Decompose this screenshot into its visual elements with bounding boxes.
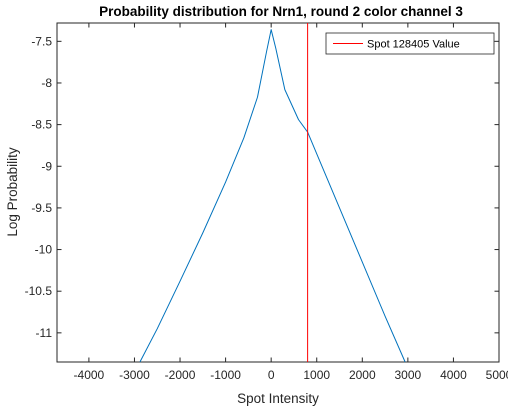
legend-box — [325, 32, 495, 55]
y-tick-label: -9 — [41, 159, 52, 173]
x-tick-label: 0 — [268, 368, 275, 382]
x-axis-ticks: -4000 -3000 -2000 -1000 0 1000 2000 3000 4000 500… — [74, 23, 508, 382]
series-layer — [139, 29, 406, 363]
x-tick-label: -3000 — [119, 368, 150, 382]
y-tick-label: -11 — [36, 326, 53, 340]
y-axis-ticks: -7.5 -8 -8.5 -9 -9.5 -10 -10.5 -11 — [25, 34, 499, 340]
x-tick-label: 3000 — [395, 368, 422, 382]
y-tick-label: -10 — [35, 243, 53, 257]
chart-title: Probability distribution for Nrn1, round… — [99, 4, 463, 19]
x-tick-label: 4000 — [440, 368, 467, 382]
y-tick-label: -8 — [41, 76, 52, 90]
x-tick-label: -4000 — [74, 368, 105, 382]
x-tick-label: -1000 — [210, 368, 241, 382]
legend-label: Spot 128405 Value — [367, 39, 460, 51]
x-tick-label: 2000 — [349, 368, 376, 382]
x-tick-label: 1000 — [303, 368, 330, 382]
y-tick-label: -9.5 — [31, 201, 52, 215]
axes-box — [56, 22, 500, 363]
legend: Spot 128405 Value — [325, 32, 495, 55]
series-line-0 — [139, 29, 406, 363]
x-tick-label: -2000 — [165, 368, 196, 382]
y-tick-label: -7.5 — [31, 34, 52, 48]
plot-area — [56, 22, 500, 363]
x-tick-label: 5000 — [486, 368, 508, 382]
y-tick-label: -8.5 — [31, 118, 52, 132]
x-axis-title: Spot Intensity — [237, 391, 319, 406]
y-tick-label: -10.5 — [25, 284, 53, 298]
y-axis-title: Log Probability — [5, 147, 20, 237]
